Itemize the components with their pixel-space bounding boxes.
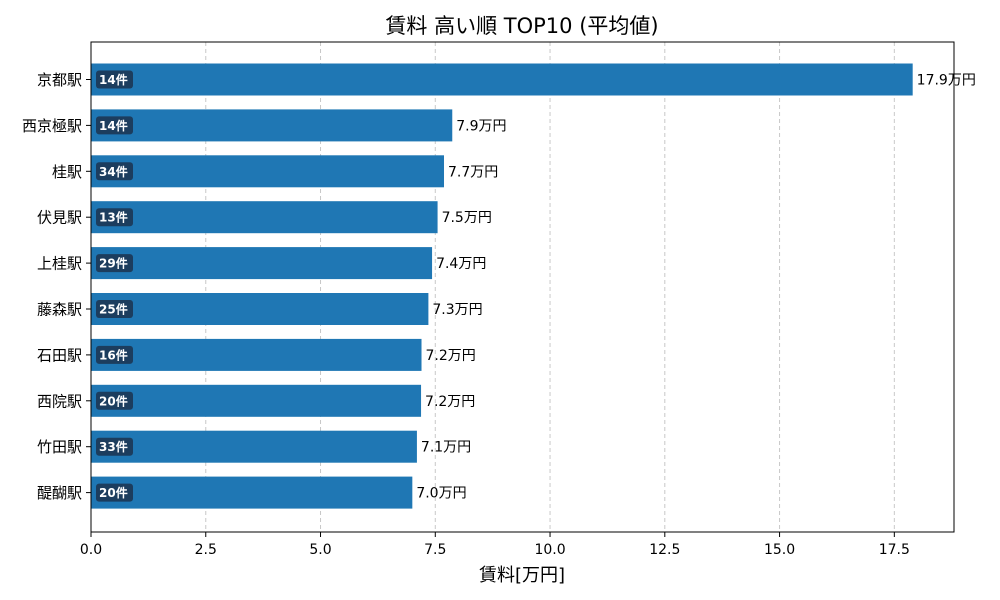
value-label: 7.2万円 bbox=[425, 394, 475, 410]
value-label: 7.7万円 bbox=[448, 164, 498, 180]
category-label: 伏見駅 bbox=[37, 209, 82, 227]
x-axis-label: 賃料[万円] bbox=[479, 565, 565, 586]
count-label: 33件 bbox=[99, 439, 128, 454]
category-label: 西院駅 bbox=[37, 392, 82, 410]
chart-title: 賃料 高い順 TOP10 (平均値) bbox=[385, 14, 658, 38]
count-badge bbox=[96, 300, 133, 318]
value-label: 7.1万円 bbox=[421, 440, 471, 456]
bar bbox=[91, 476, 413, 509]
bar bbox=[91, 384, 422, 417]
bar bbox=[91, 63, 913, 96]
count-label: 14件 bbox=[99, 72, 128, 87]
x-tick-label: 2.5 bbox=[195, 542, 217, 558]
count-badge bbox=[96, 70, 133, 89]
bar bbox=[91, 201, 438, 234]
value-label: 7.2万円 bbox=[426, 348, 476, 364]
bar bbox=[91, 293, 429, 325]
x-tick-label: 17.5 bbox=[879, 542, 910, 558]
count-label: 14件 bbox=[99, 118, 128, 133]
count-badge bbox=[96, 162, 133, 181]
value-label: 7.9万円 bbox=[456, 118, 506, 134]
count-badge bbox=[96, 391, 133, 410]
value-label: 7.5万円 bbox=[442, 210, 492, 226]
count-badge bbox=[96, 254, 133, 273]
x-tick-label: 10.0 bbox=[534, 542, 565, 558]
category-label: 藤森駅 bbox=[37, 301, 82, 319]
category-label: 石田駅 bbox=[37, 346, 82, 364]
count-label: 25件 bbox=[99, 302, 128, 317]
value-label: 7.3万円 bbox=[432, 302, 482, 318]
count-badge bbox=[96, 116, 133, 135]
count-badge bbox=[96, 437, 133, 456]
x-tick-label: 0.0 bbox=[80, 542, 102, 558]
bars: 14件 17.9万円 14件 7.9万円 34件 7.7万円 13件 7.5万円 29件 7.4万… bbox=[91, 63, 976, 509]
plot-frame bbox=[90, 41, 955, 533]
category-label: 京都駅 bbox=[37, 71, 82, 89]
bar bbox=[91, 247, 433, 280]
x-tick-label: 12.5 bbox=[649, 542, 680, 558]
count-label: 20件 bbox=[99, 485, 128, 500]
category-label: 桂駅 bbox=[52, 163, 82, 181]
value-label: 17.9万円 bbox=[917, 73, 976, 89]
count-label: 29件 bbox=[99, 256, 128, 271]
bar bbox=[91, 109, 453, 142]
x-tick-label: 5.0 bbox=[309, 542, 331, 558]
count-badge bbox=[96, 483, 133, 502]
count-label: 16件 bbox=[99, 347, 128, 362]
count-badge bbox=[96, 208, 133, 227]
x-tick-label: 7.5 bbox=[424, 542, 446, 558]
category-label: 醍醐駅 bbox=[37, 484, 82, 502]
count-label: 34件 bbox=[99, 164, 128, 179]
category-label: 西京極駅 bbox=[22, 117, 82, 135]
value-label: 7.0万円 bbox=[416, 486, 466, 502]
x-axis-ticks: 0.0 2.5 5.0 7.5 10.0 12.5 15.0 17.5 bbox=[80, 532, 910, 558]
count-label: 20件 bbox=[99, 393, 128, 408]
bar bbox=[91, 430, 417, 463]
count-label: 13件 bbox=[99, 210, 128, 225]
category-label: 上桂駅 bbox=[37, 255, 82, 273]
category-label: 竹田駅 bbox=[37, 438, 82, 456]
value-label: 7.4万円 bbox=[436, 256, 486, 272]
count-badge bbox=[96, 345, 133, 364]
bar bbox=[91, 338, 422, 371]
x-tick-label: 15.0 bbox=[764, 542, 795, 558]
bar bbox=[91, 155, 445, 188]
